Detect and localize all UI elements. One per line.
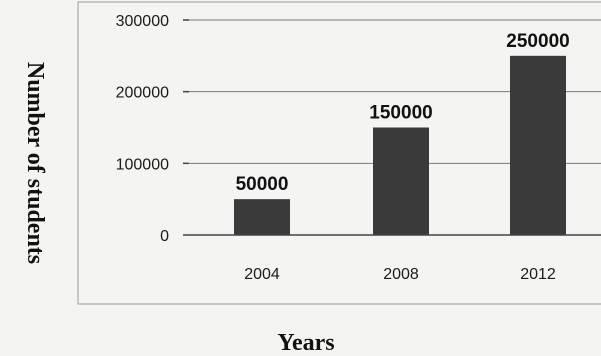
y-tick-label: 100000 xyxy=(116,156,169,173)
data-label-2012: 250000 xyxy=(506,31,569,52)
y-tick-label: 200000 xyxy=(116,85,169,102)
data-label-2008: 150000 xyxy=(369,103,432,124)
x-tick-label: 2012 xyxy=(520,266,556,283)
x-axis-title: Years xyxy=(277,330,334,356)
bar-2004 xyxy=(234,199,290,235)
bar-2012 xyxy=(510,55,566,236)
y-tick-label: 300000 xyxy=(116,13,169,30)
y-tick-label: 0 xyxy=(160,228,169,245)
x-tick-label: 2008 xyxy=(383,266,419,283)
x-tick-label: 2004 xyxy=(244,266,280,283)
bar-2008 xyxy=(373,127,429,235)
chart-frame xyxy=(77,1,601,305)
y-axis-title: Number of students xyxy=(22,62,48,264)
data-label-2004: 50000 xyxy=(236,174,289,195)
